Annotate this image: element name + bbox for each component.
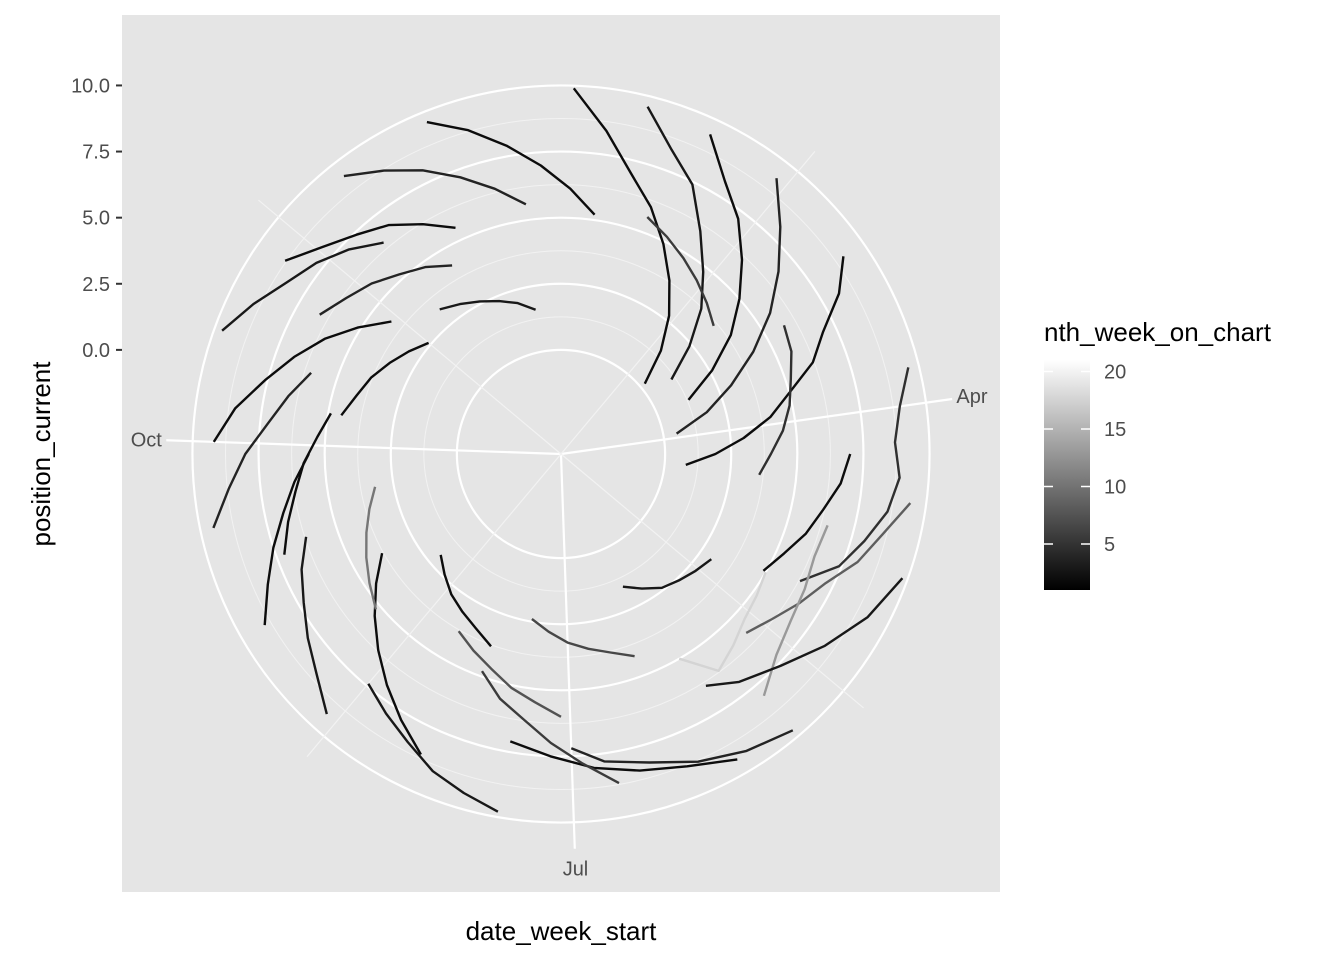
x-tick-label: Jul xyxy=(563,859,589,881)
series-layer xyxy=(212,87,912,813)
y-tick-label: 7.5 xyxy=(82,142,110,164)
series-line-s4 xyxy=(675,178,782,435)
legend-tick-label: 10 xyxy=(1104,477,1126,499)
series-line-s15 xyxy=(373,552,422,756)
series-line-s31 xyxy=(646,216,715,327)
x-tick-label: Oct xyxy=(131,430,163,452)
grid-spoke-minor xyxy=(560,151,816,455)
series-line-s26 xyxy=(531,618,635,658)
series-line-s30 xyxy=(439,299,537,311)
angle-tick-labels: Apr Jul Oct xyxy=(131,386,988,881)
legend-tick-label: 5 xyxy=(1104,534,1115,556)
series-line-s21 xyxy=(284,223,456,262)
series-line-s35 xyxy=(319,264,453,316)
series-line-s14 xyxy=(367,683,499,813)
series-line-s7 xyxy=(745,502,912,634)
y-tick-label: 5.0 xyxy=(82,208,110,230)
series-line-s33 xyxy=(457,630,562,718)
series-line-s32 xyxy=(762,453,852,572)
grid-spoke xyxy=(166,439,562,456)
series-line-s20 xyxy=(221,241,384,332)
y-tick-label: 2.5 xyxy=(82,274,110,296)
grid-circle xyxy=(257,150,865,758)
legend-title: nth_week_on_chart xyxy=(1044,317,1272,347)
series-line-s6 xyxy=(799,367,910,583)
series-line-s34 xyxy=(283,412,332,555)
legend-tick-label: 20 xyxy=(1104,362,1126,384)
x-axis-title: date_week_start xyxy=(466,916,658,946)
grid-circle xyxy=(389,282,733,626)
series-line-s10 xyxy=(705,577,904,687)
grid-circle xyxy=(323,216,799,692)
series-line-s1 xyxy=(572,87,671,385)
x-tick-label: Apr xyxy=(956,386,987,408)
legend: nth_week_on_chart 5 10 15 20 xyxy=(1044,317,1272,590)
series-line-s19 xyxy=(212,320,392,443)
grid-spoke xyxy=(559,453,576,849)
grid-circle xyxy=(191,84,931,824)
grid-circle-minor xyxy=(357,250,765,658)
series-line-s3 xyxy=(687,134,744,401)
y-tick-label: 0.0 xyxy=(82,340,110,362)
legend-ticks: 5 10 15 20 xyxy=(1044,362,1126,556)
series-line-s11 xyxy=(570,729,794,764)
y-axis: 0.0 2.5 5.0 7.5 10.0 xyxy=(71,75,122,362)
series-line-s24 xyxy=(758,324,793,476)
grid-circle-minor xyxy=(423,316,699,592)
series-line-s29 xyxy=(340,341,430,417)
y-tick-label: 10.0 xyxy=(71,75,110,97)
series-line-s13 xyxy=(480,670,620,785)
legend-tick-label: 15 xyxy=(1104,419,1126,441)
series-line-s28 xyxy=(365,486,378,610)
series-line-s17 xyxy=(263,453,310,626)
series-line-s16 xyxy=(300,536,328,715)
series-line-s22 xyxy=(343,169,527,206)
series-line-s27 xyxy=(439,554,492,648)
grid-spoke-minor xyxy=(258,199,562,455)
series-line-s23 xyxy=(426,120,596,216)
grid-circle-minor xyxy=(291,184,831,724)
grid-circle xyxy=(455,348,667,560)
series-line-s25 xyxy=(622,558,713,590)
y-axis-title: position_current xyxy=(26,361,56,547)
series-line-s8 xyxy=(762,524,829,697)
series-line-s12 xyxy=(509,740,738,772)
grid-spoke-minor xyxy=(560,453,864,709)
grid-spoke-minor xyxy=(306,453,562,757)
series-line-s2 xyxy=(646,106,705,381)
series-line-s9 xyxy=(678,571,767,673)
legend-colorbar xyxy=(1044,360,1090,590)
series-line-s18 xyxy=(212,371,312,529)
